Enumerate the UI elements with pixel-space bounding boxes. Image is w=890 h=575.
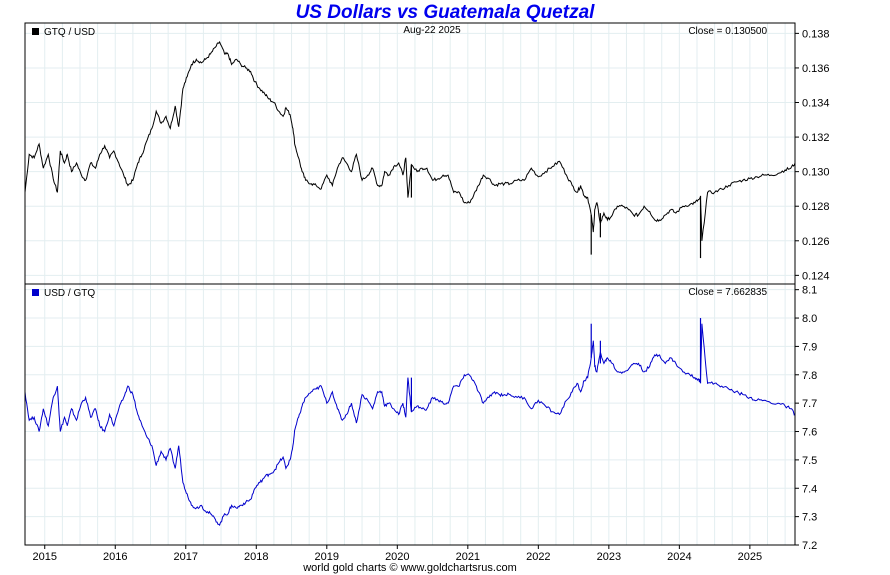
y-tick-label: 8.1 [802,285,817,297]
footer-credit: world gold charts © www.goldchartsrus.co… [303,562,517,574]
y-tick-label: 0.126 [802,236,830,248]
plot-background [25,284,795,545]
y-tick-label: 7.6 [802,427,817,439]
top-panel: 0.124 0.126 0.128 0.130 0.132 0.134 0.136 0.138… [24,22,830,285]
close-label: Close = 7.662835 [688,287,767,298]
date-label: Aug-22 2025 [403,25,461,36]
y-tick-label: 7.7 [802,398,817,410]
plot-frame [24,283,796,546]
series-line [24,40,796,241]
close-label: Close = 0.130500 [688,26,767,37]
y-tick-label: 0.138 [802,28,830,40]
y-tick-label: 0.136 [802,63,830,75]
x-tick-label: 2018 [244,551,268,563]
x-tick-label: 2015 [33,551,57,563]
y-tick-label: 0.130 [802,167,830,179]
x-tick-label: 2022 [526,551,550,563]
y-tick-label: 0.128 [802,201,830,213]
x-tick-label: 2019 [315,551,339,563]
x-tick-label: 2017 [174,551,198,563]
y-tick-label: 7.4 [802,483,817,495]
y-tick-label: 7.8 [802,370,817,382]
x-tick-label: 2021 [456,551,480,563]
chart-title: US Dollars vs Guatemala Quetzal [295,2,595,23]
legend-label: USD / GTQ [44,288,95,299]
legend-label: GTQ / USD [44,27,95,38]
y-tick-label: 8.0 [802,313,817,325]
y-tick-label: 0.124 [802,270,830,282]
legend-swatch [32,289,39,296]
x-tick-label: 2020 [385,551,409,563]
y-tick-label: 7.3 [802,512,817,524]
x-tick-label: 2023 [597,551,621,563]
x-tick-label: 2024 [667,551,691,563]
x-tick-label: 2025 [738,551,762,563]
y-tick-label: 0.132 [802,132,830,144]
x-tick-label: 2016 [103,551,127,563]
y-tick-label: 7.5 [802,455,817,467]
series-line [24,323,796,526]
bottom-panel: 7.2 7.3 7.4 7.5 7.6 7.7 7.8 7.9 8.0 8.1 USD / GTQ C… [24,283,817,563]
legend-swatch [32,28,39,35]
y-tick-label: 7.9 [802,341,817,353]
y-tick-label: 7.2 [802,540,817,552]
y-tick-label: 0.134 [802,98,830,110]
